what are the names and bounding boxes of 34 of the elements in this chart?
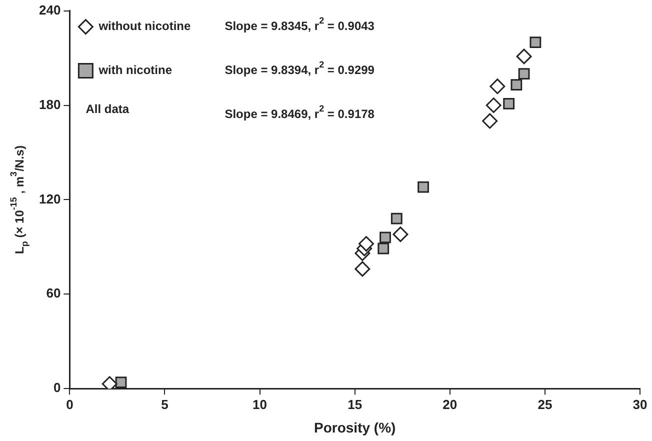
point (378, 242, 390, 254)
x-tick-label: 5 (161, 396, 168, 412)
point (115, 376, 127, 388)
x-tick-label: 10 (252, 396, 268, 412)
x-tick-label: 30 (632, 396, 648, 412)
point (354, 261, 370, 277)
point (102, 376, 118, 389)
point (518, 68, 530, 80)
x-tick-label: 25 (538, 396, 552, 412)
x-tick-label: 0 (66, 396, 74, 412)
point (516, 48, 532, 64)
y-tick-label: 0 (53, 380, 61, 396)
point (392, 226, 408, 242)
point (490, 78, 506, 94)
point (380, 232, 391, 244)
legend-label: with nicotine (98, 63, 172, 78)
point (503, 98, 515, 110)
legend-label: without nicotine (98, 19, 191, 34)
x-axis-title: Porosity (%) (314, 419, 396, 436)
y-tick-label: 180 (38, 96, 61, 112)
y-tick-label: 60 (46, 286, 61, 301)
y-axis-title: Lp (× 10-15 , m3/N.s) (8, 145, 30, 254)
point (418, 181, 429, 193)
annotation: All data (86, 102, 130, 116)
y-tick-label: 240 (38, 2, 61, 18)
point (530, 36, 542, 48)
point (486, 98, 502, 113)
x-tick-label: 15 (348, 396, 362, 412)
point (390, 212, 402, 224)
point (510, 79, 522, 90)
point (482, 113, 498, 129)
point (358, 236, 374, 252)
y-tick-label: 120 (38, 191, 61, 206)
x-tick-label: 20 (442, 396, 458, 412)
